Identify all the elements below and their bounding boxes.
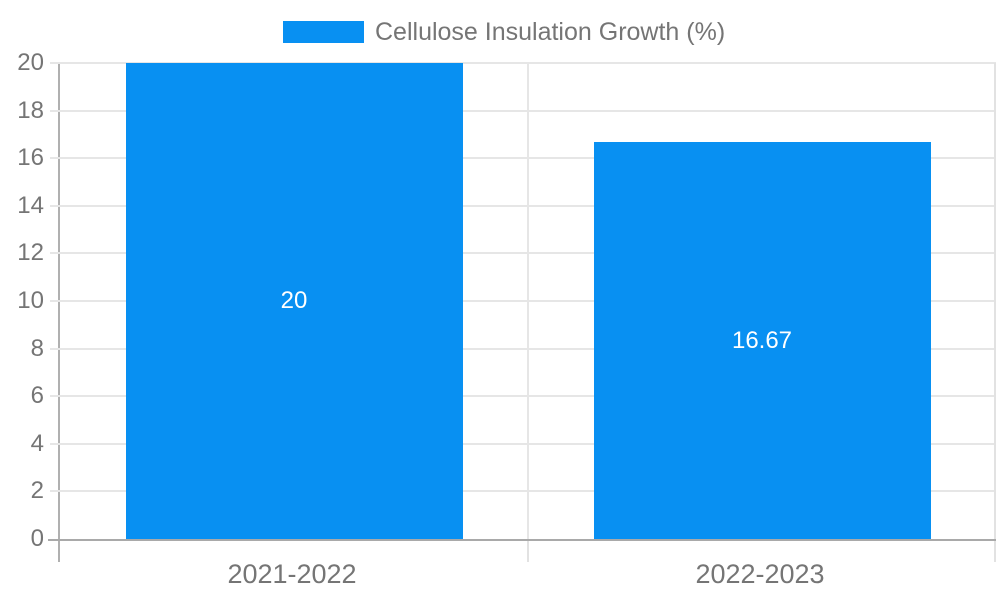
gridline [50, 109, 996, 112]
bar[interactable]: 20 [125, 63, 463, 539]
gridline [50, 395, 996, 398]
axis-bottom-tick [58, 541, 60, 562]
plot-right-border-tick [994, 541, 996, 562]
gridline [50, 442, 996, 445]
x-tick-label: 2021-2022 [227, 559, 357, 589]
y-tick-label: 16 [17, 144, 44, 172]
gridline [50, 300, 996, 302]
gridline [50, 347, 996, 350]
gridline [50, 157, 996, 160]
category-divider-tick [527, 541, 529, 562]
bar-value-label: 20 [280, 287, 308, 314]
y-tick-label: 6 [30, 382, 44, 410]
legend-swatch [283, 21, 364, 43]
gridline [50, 204, 996, 207]
y-tick-label: 20 [17, 49, 44, 76]
bar[interactable]: 16.67 [593, 142, 931, 539]
y-tick-label: 2 [30, 477, 44, 505]
y-tick-label: 14 [17, 191, 44, 219]
y-tick-label: 8 [30, 334, 44, 362]
legend[interactable]: Cellulose Insulation Growth (%) [283, 14, 725, 50]
x-tick-label: 2022-2023 [695, 559, 825, 589]
y-tick-label: 0 [30, 525, 44, 552]
y-tick-label: 18 [17, 96, 44, 124]
legend-label: Cellulose Insulation Growth (%) [375, 17, 726, 46]
bar-value-label: 16.67 [731, 326, 793, 354]
gridline [50, 62, 996, 64]
baseline-tick [48, 539, 60, 541]
category-divider [527, 63, 529, 539]
gridline [50, 490, 996, 493]
y-tick-label: 10 [17, 287, 44, 314]
gridline [50, 252, 996, 255]
plot-area: 20 16.67 [48, 62, 996, 562]
y-tick-label: 4 [30, 429, 44, 457]
plot-right-border [994, 63, 996, 539]
y-tick-label: 12 [17, 239, 44, 267]
